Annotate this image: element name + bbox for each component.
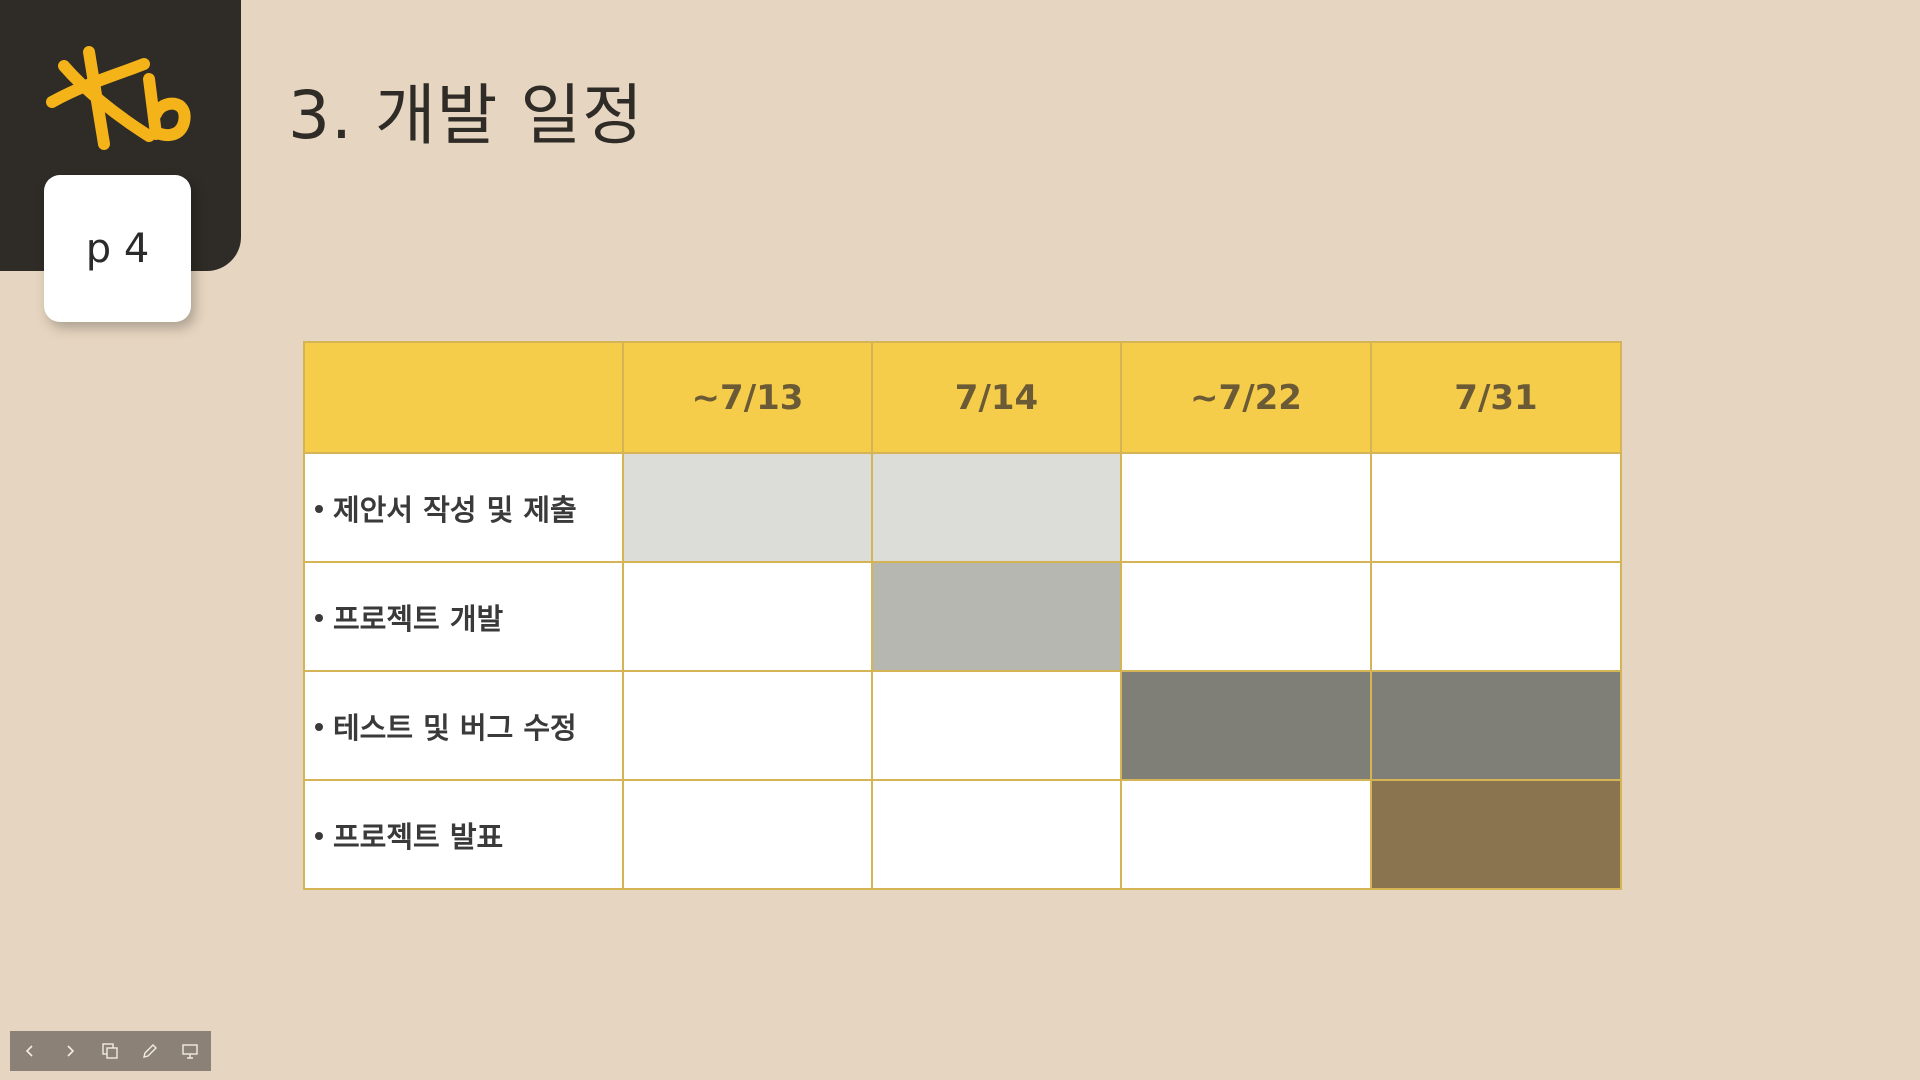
presenter-view-button[interactable] bbox=[170, 1031, 210, 1071]
schedule-cell bbox=[871, 670, 1122, 781]
schedule-cell bbox=[622, 452, 873, 563]
schedule-cell bbox=[1120, 670, 1372, 781]
next-slide-button[interactable] bbox=[50, 1031, 90, 1071]
header-cell: 7/14 bbox=[871, 341, 1122, 454]
chevron-right-icon bbox=[67, 1045, 75, 1057]
schedule-cell bbox=[1370, 452, 1622, 563]
slides-overview-button[interactable] bbox=[90, 1031, 130, 1071]
task-label: 프로젝트 개발 bbox=[333, 601, 504, 636]
header-cell: 7/31 bbox=[1370, 341, 1622, 454]
table-row: 프로젝트 개발 bbox=[303, 561, 1622, 672]
schedule-cell bbox=[1120, 779, 1372, 890]
schedule-cell bbox=[622, 779, 873, 890]
bullet-icon bbox=[315, 613, 323, 622]
header-cell: ~7/13 bbox=[622, 341, 873, 454]
presenter-icon bbox=[182, 1044, 198, 1059]
schedule-cell bbox=[1120, 561, 1372, 672]
table-row: 제안서 작성 및 제출 bbox=[303, 452, 1622, 563]
schedule-cell bbox=[622, 561, 873, 672]
schedule-cell bbox=[871, 561, 1122, 672]
header-cell: ~7/22 bbox=[1120, 341, 1372, 454]
pen-tool-button[interactable] bbox=[130, 1031, 170, 1071]
page-number-card: p 4 bbox=[44, 175, 191, 322]
schedule-cell bbox=[1370, 561, 1622, 672]
task-cell: 프로젝트 발표 bbox=[303, 779, 624, 890]
table-row: 테스트 및 버그 수정 bbox=[303, 670, 1622, 781]
schedule-cell bbox=[1120, 452, 1372, 563]
task-label: 제안서 작성 및 제출 bbox=[333, 492, 577, 527]
task-cell: 제안서 작성 및 제출 bbox=[303, 452, 624, 563]
schedule-cell bbox=[622, 670, 873, 781]
task-label: 프로젝트 발표 bbox=[333, 819, 504, 854]
task-cell: 테스트 및 버그 수정 bbox=[303, 670, 624, 781]
pen-icon bbox=[143, 1044, 157, 1058]
task-label: 테스트 및 버그 수정 bbox=[333, 710, 577, 745]
header-cell bbox=[303, 341, 624, 454]
page-label: p 4 bbox=[85, 225, 150, 272]
corner-panel: p 4 bbox=[0, 0, 241, 322]
kb-logo bbox=[46, 46, 191, 150]
slide-title: 3. 개발 일정 bbox=[288, 77, 644, 154]
bullet-icon bbox=[315, 722, 323, 731]
schedule-cell bbox=[871, 452, 1122, 563]
slides-icon bbox=[102, 1043, 118, 1059]
previous-slide-button[interactable] bbox=[10, 1031, 50, 1071]
presentation-toolbar bbox=[10, 1031, 211, 1071]
task-cell: 프로젝트 개발 bbox=[303, 561, 624, 672]
bullet-icon bbox=[315, 831, 323, 840]
table-row: 프로젝트 발표 bbox=[303, 779, 1622, 890]
bullet-icon bbox=[315, 504, 323, 513]
chevron-left-icon bbox=[25, 1045, 33, 1057]
schedule-cell bbox=[871, 779, 1122, 890]
header-row: ~7/13 7/14 ~7/22 7/31 bbox=[303, 341, 1622, 454]
schedule-cell bbox=[1370, 670, 1622, 781]
schedule-table: ~7/13 7/14 ~7/22 7/31 제안서 작성 및 제출 프로젝트 개… bbox=[303, 341, 1622, 890]
schedule-cell bbox=[1370, 779, 1622, 890]
